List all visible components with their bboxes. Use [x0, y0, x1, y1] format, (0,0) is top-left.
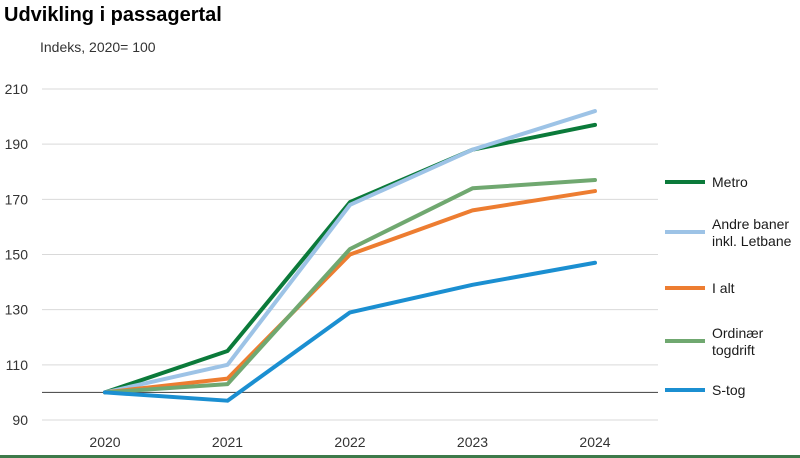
x-tick-label: 2020 — [89, 434, 120, 450]
chart-title: Udvikling i passagertal — [4, 4, 222, 26]
legend-label: Metro — [712, 174, 748, 190]
series-line-i-alt — [103, 189, 597, 395]
x-tick-label: 2023 — [457, 434, 488, 450]
series-line-andre-baner-inkl-letbane — [103, 109, 597, 395]
y-tick-label: 110 — [6, 357, 29, 373]
legend-label: inkl. Letbane — [712, 233, 792, 249]
x-tick-label: 2024 — [579, 434, 610, 450]
legend-label: togdrift — [712, 342, 755, 358]
y-tick-label: 210 — [5, 81, 29, 97]
legend-item: I alt — [665, 280, 735, 296]
gridlines — [42, 88, 658, 421]
legend-label: Ordinær — [712, 325, 764, 341]
series-line-ordin-r-togdrift — [103, 178, 597, 395]
chart-subtitle: Indeks, 2020= 100 — [40, 39, 156, 55]
legend-item: S-tog — [665, 382, 745, 398]
x-tick-label: 2022 — [334, 434, 365, 450]
x-tick-label: 2021 — [212, 434, 243, 450]
legend-label: S-tog — [712, 382, 745, 398]
y-tick-label: 150 — [5, 247, 29, 263]
series-lines — [103, 109, 597, 403]
legend-item: Metro — [665, 174, 748, 190]
series-line-s-tog — [103, 260, 597, 403]
x-axis-ticks: 2020 2021 2022 2023 2024 — [89, 434, 610, 450]
y-axis-ticks: 90 110 130 150 170 190 210 — [5, 81, 29, 428]
bottom-border — [0, 455, 800, 458]
legend-label: I alt — [712, 280, 735, 296]
legend-label: Andre baner — [712, 216, 789, 232]
y-tick-label: 130 — [5, 302, 29, 318]
y-tick-label: 190 — [5, 136, 29, 152]
y-tick-label: 170 — [5, 191, 29, 207]
y-tick-label: 90 — [12, 412, 28, 428]
series-line-metro — [103, 122, 597, 395]
